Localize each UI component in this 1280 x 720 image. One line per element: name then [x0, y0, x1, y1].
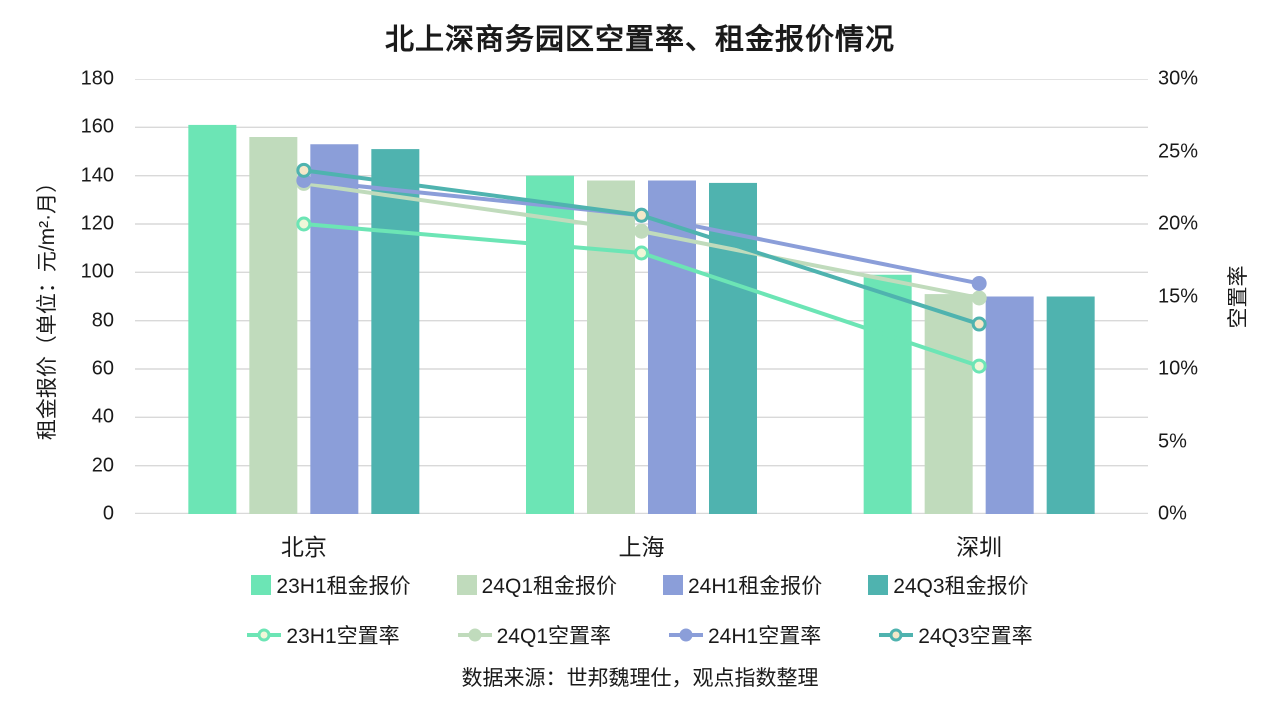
plot-area	[135, 79, 1148, 514]
legend-item: 24H1空置率	[669, 620, 821, 650]
legend-label: 24Q3租金报价	[893, 575, 1029, 598]
legend-item: 24Q1租金报价	[456, 570, 617, 600]
vacancy-marker	[971, 290, 987, 306]
legend-label: 24Q1租金报价	[481, 575, 617, 598]
rent-bar	[310, 144, 359, 514]
legend-label: 24H1空置率	[708, 625, 822, 648]
legend-label: 23H1租金报价	[276, 575, 411, 598]
legend-line-swatch	[879, 627, 914, 643]
left-axis-tick: 100	[80, 260, 114, 283]
left-axis-tick: 140	[80, 164, 114, 187]
vacancy-marker	[634, 223, 649, 239]
legend-bar-swatch	[456, 575, 477, 595]
legend-bar-swatch	[868, 575, 889, 595]
right-axis-tick: 20%	[1158, 212, 1199, 235]
vacancy-marker	[971, 316, 987, 332]
rent-bar	[371, 149, 420, 514]
legend-item: 23H1空置率	[247, 620, 400, 650]
legend-line-swatch	[669, 627, 703, 643]
source-note: 数据来源：世邦魏理仕，观点指数整理	[461, 667, 819, 690]
right-axis-tick: 0%	[1158, 502, 1187, 525]
legend-item: 24Q3租金报价	[868, 570, 1029, 600]
legend-item: 24H1租金报价	[663, 570, 822, 600]
left-axis-tick: 180	[80, 67, 114, 90]
left-axis-tick: 160	[80, 115, 114, 138]
rent-bar	[985, 296, 1034, 514]
right-axis-tick: 15%	[1158, 285, 1199, 307]
x-category-label: 北京	[280, 534, 327, 560]
rent-bar	[249, 137, 298, 514]
legend-item: 23H1租金报价	[251, 570, 411, 600]
legend-label: 23H1空置率	[286, 625, 400, 648]
rent-bar	[1046, 296, 1095, 514]
vacancy-marker	[971, 275, 987, 291]
rent-bar	[188, 124, 237, 514]
vacancy-marker	[296, 162, 312, 178]
legend-line-series: 23H1空置率 24Q1空置率 24H1空置率 24Q3空置率	[0, 620, 1280, 650]
legend-label: 24Q3空置率	[918, 625, 1033, 648]
vacancy-marker	[634, 245, 649, 261]
vacancy-marker	[296, 216, 312, 232]
legend-line-swatch	[247, 627, 282, 643]
legend-bar-swatch	[251, 575, 272, 595]
right-axis-tick: 5%	[1158, 430, 1187, 452]
right-axis-tick: 30%	[1158, 67, 1199, 90]
legend-item: 24Q1空置率	[457, 620, 611, 650]
right-axis-tick: 25%	[1158, 140, 1199, 162]
legend-line-swatch	[457, 627, 492, 643]
vacancy-marker	[971, 358, 987, 374]
rent-bar	[863, 274, 912, 514]
chart-title: 北上深商务园区空置率、租金报价情况	[384, 24, 895, 56]
legend-item: 24Q3空置率	[879, 620, 1033, 650]
legend-label: 24Q1空置率	[496, 625, 611, 648]
right-axis-tick: 10%	[1158, 357, 1199, 380]
left-axis-tick: 40	[91, 405, 114, 428]
left-axis-tick: 120	[80, 212, 114, 235]
legend-label: 24H1租金报价	[688, 575, 823, 598]
x-category-label: 上海	[618, 534, 665, 560]
rent-bar	[587, 180, 635, 514]
legend-bar-swatch	[663, 575, 683, 595]
x-category-label: 深圳	[956, 534, 1003, 560]
rent-bar	[526, 175, 574, 514]
vacancy-marker	[634, 207, 649, 223]
left-axis-tick: 20	[91, 454, 114, 477]
rent-bar	[924, 294, 973, 514]
left-axis-tick: 0	[102, 502, 114, 525]
left-axis-tick: 80	[91, 309, 114, 332]
legend-bar-series: 23H1租金报价 24Q1租金报价 24H1租金报价 24Q3租金报价	[0, 570, 1280, 600]
left-axis-tick: 60	[91, 357, 114, 380]
